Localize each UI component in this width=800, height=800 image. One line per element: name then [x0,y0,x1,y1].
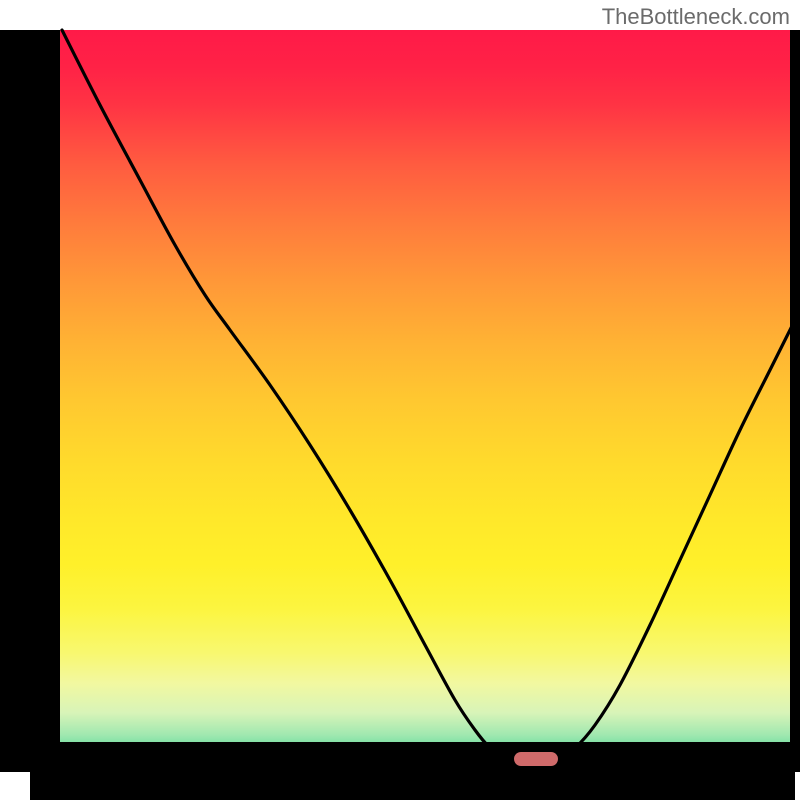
bottleneck-chart: TheBottleneck.com [0,0,800,800]
gradient-background [30,30,795,772]
chart-svg [0,0,800,800]
optimal-marker [514,752,558,766]
watermark: TheBottleneck.com [602,4,790,30]
